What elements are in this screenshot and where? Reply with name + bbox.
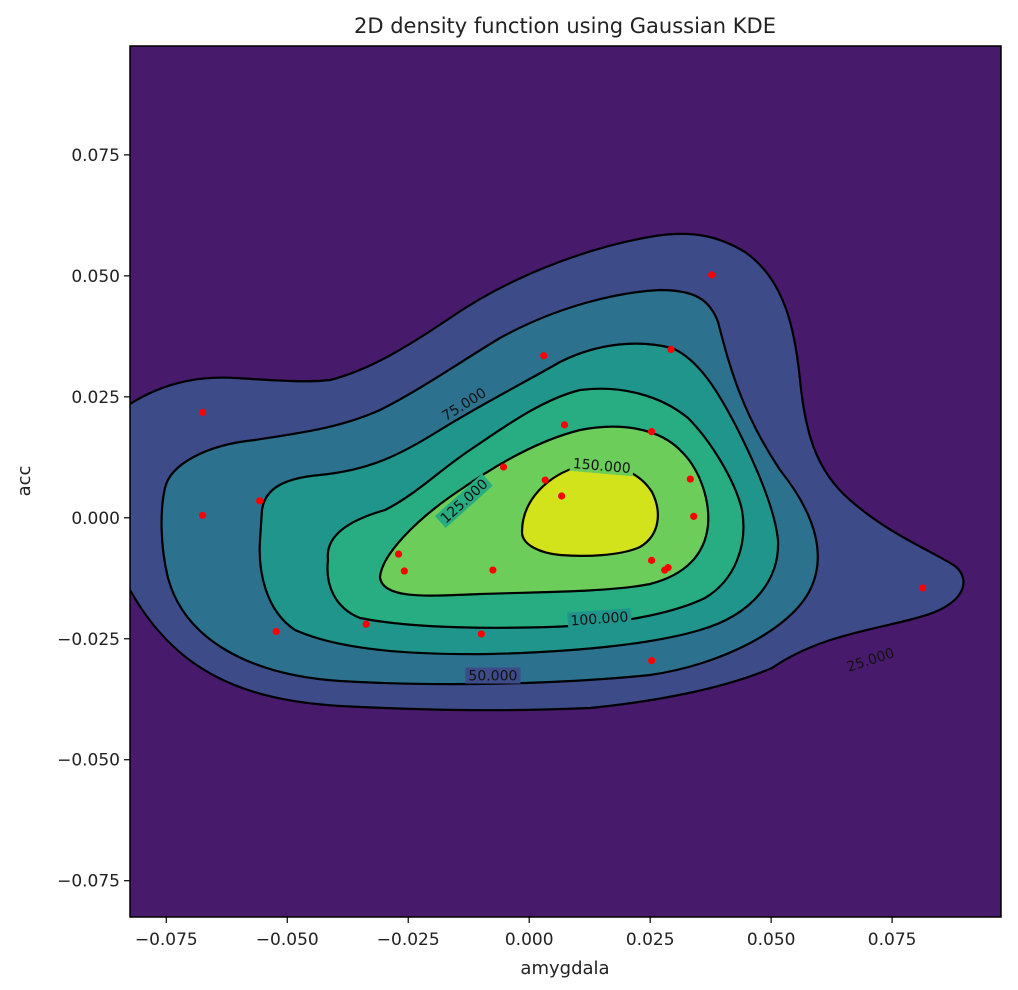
contour-label-gap: [569, 454, 635, 477]
data-point: [648, 556, 656, 564]
contour-line-150: [520, 463, 659, 557]
data-point: [198, 511, 207, 519]
data-point: [690, 512, 698, 520]
data-point: [477, 630, 485, 638]
contour-label-text: 100.000: [570, 609, 629, 629]
contour-label-text: 150.000: [572, 456, 631, 477]
x-axis: −0.075 −0.050 −0.025 0.000 0.025 0.050 0.075: [135, 917, 917, 950]
data-point: [198, 408, 207, 416]
data-point: [686, 475, 694, 483]
y-tick-label: 0.000: [71, 509, 120, 529]
contour-line-25: [130, 232, 965, 712]
y-tick-label: 0.075: [71, 146, 120, 166]
data-point: [667, 345, 675, 353]
x-tick-label: 0.000: [505, 930, 554, 950]
x-tick-label: −0.050: [256, 930, 319, 950]
data-point: [919, 584, 927, 592]
y-axis: −0.075 −0.050 −0.025 0.000 0.025 0.050 0.075: [57, 146, 130, 892]
data-point: [558, 492, 566, 500]
data-point: [664, 564, 672, 572]
data-point: [272, 627, 280, 636]
data-point: [489, 566, 497, 574]
y-tick-label: −0.025: [57, 630, 120, 650]
x-tick-label: 0.050: [747, 930, 796, 950]
data-point: [648, 428, 656, 436]
contour-label: 50.000: [465, 667, 521, 685]
contour-label-gap: [841, 643, 900, 676]
plot-frame: [129, 45, 1002, 918]
x-tick-label: 0.025: [626, 930, 675, 950]
data-point: [648, 656, 656, 665]
x-tick-label: −0.025: [377, 930, 440, 950]
contour-line-100: [326, 387, 745, 629]
contour-label-gap: [434, 473, 493, 529]
contour-line-125: [378, 425, 710, 597]
data-point: [400, 567, 408, 575]
contour-lines: [130, 232, 965, 712]
data-point: [394, 550, 403, 558]
contour-label-text: 50.000: [468, 669, 517, 685]
contour-label-gap: [465, 667, 521, 684]
data-point: [362, 620, 370, 628]
y-axis-label: acc: [14, 466, 35, 497]
contour-label-gap: [567, 608, 632, 629]
data-point: [560, 421, 569, 429]
data-point: [499, 463, 508, 471]
x-tick-label: 0.075: [868, 930, 917, 950]
contour-line-75: [258, 342, 780, 656]
x-tick-label: −0.075: [135, 930, 198, 950]
y-tick-label: −0.075: [57, 872, 120, 892]
contour-line-50: [160, 288, 819, 686]
contour-band-150: [522, 464, 658, 556]
scatter-points: [198, 271, 927, 665]
y-tick-label: 0.025: [71, 388, 120, 408]
data-point: [256, 497, 264, 505]
contour-label: 100.000: [567, 608, 632, 629]
data-point: [708, 271, 716, 279]
data-point: [541, 476, 549, 484]
y-tick-label: 0.050: [71, 267, 120, 287]
y-tick-label: −0.050: [57, 751, 120, 771]
data-point: [540, 352, 548, 360]
contour-label: 150.000: [569, 454, 635, 477]
x-axis-label: amygdala: [520, 958, 609, 979]
contour-label-gap: [436, 382, 492, 426]
chart-title: 2D density function using Gaussian KDE: [354, 14, 776, 38]
